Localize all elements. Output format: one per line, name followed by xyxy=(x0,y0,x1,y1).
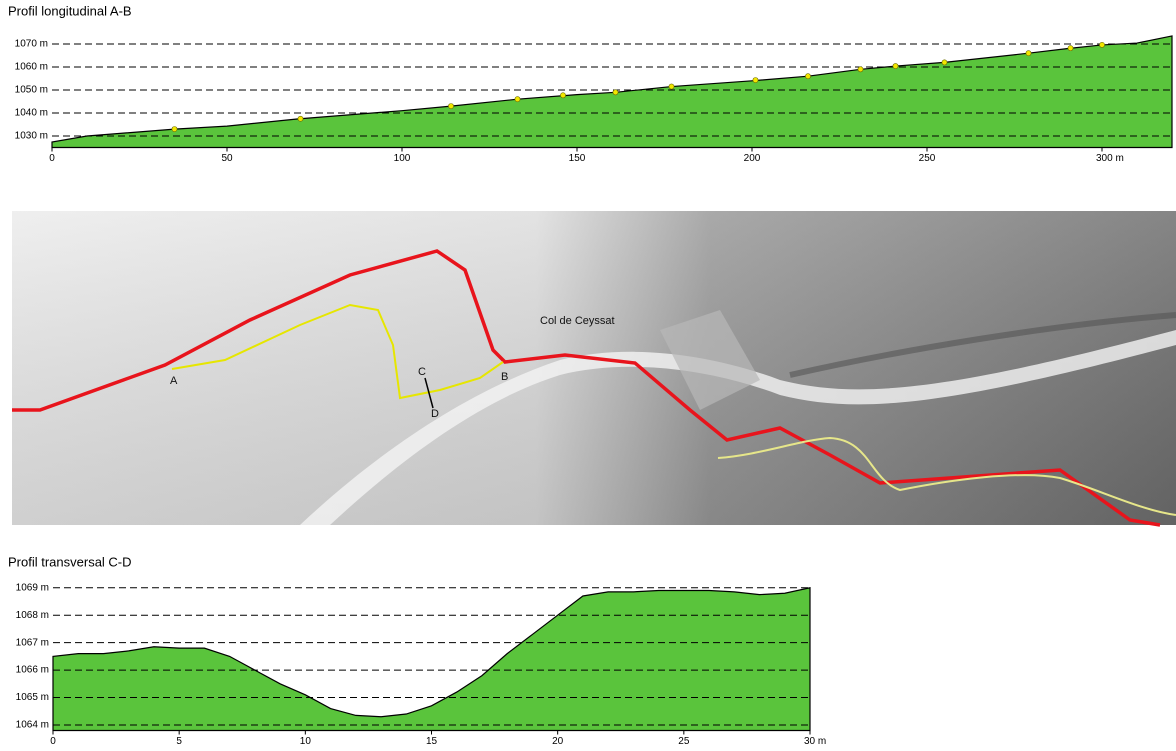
y-tick-label: 1030 m xyxy=(15,131,48,142)
y-tick-label: 1066 m xyxy=(16,665,49,676)
x-tick-label: 5 xyxy=(176,736,182,747)
y-tick-label: 1060 m xyxy=(15,62,48,73)
chart-title: Profil transversal C-D xyxy=(8,554,132,569)
marker-point xyxy=(448,103,454,109)
y-tick-label: 1050 m xyxy=(15,85,48,96)
y-tick-label: 1069 m xyxy=(16,582,49,593)
chart-title: Profil longitudinal A-B xyxy=(8,3,132,18)
x-tick-label: 200 xyxy=(744,153,761,164)
marker-point xyxy=(857,66,864,73)
x-tick-label: 0 xyxy=(49,153,55,164)
x-tick-label: 15 xyxy=(426,736,438,747)
x-tick-label: 300 m xyxy=(1096,153,1124,164)
area xyxy=(51,35,1173,149)
y-tick-label: 1064 m xyxy=(16,720,49,731)
area xyxy=(52,587,811,732)
marker-point xyxy=(514,96,521,103)
map: Col de Ceyssat A B C D xyxy=(12,211,1176,527)
x-tick-label: 100 xyxy=(394,153,411,164)
yellow-track-east xyxy=(717,436,1176,516)
x-tick-label: 250 xyxy=(919,153,936,164)
marker-point xyxy=(1067,45,1074,52)
point-label: D xyxy=(431,408,439,420)
x-tick-label: 20 xyxy=(552,736,564,747)
marker-point xyxy=(941,59,948,66)
marker-point xyxy=(892,63,899,69)
section-line xyxy=(424,377,434,409)
quarry xyxy=(660,310,760,410)
road xyxy=(300,330,1176,525)
red-route xyxy=(12,249,1161,527)
y-tick-label: 1068 m xyxy=(16,610,49,621)
y-tick-label: 1040 m xyxy=(15,108,48,119)
marker-point xyxy=(560,92,566,99)
place-label: Col de Ceyssat xyxy=(540,315,615,327)
marker-point xyxy=(668,83,675,90)
marker-point xyxy=(612,89,619,96)
point-label: B xyxy=(501,371,508,383)
y-tick-label: 1070 m xyxy=(15,39,48,50)
x-tick-label: 50 xyxy=(221,153,233,164)
x-tick-label: 25 xyxy=(678,736,690,747)
x-tick-label: 0 xyxy=(50,736,56,747)
marker-point xyxy=(1025,50,1032,57)
point-label: A xyxy=(170,375,178,387)
x-tick-label: 10 xyxy=(300,736,312,747)
marker-point xyxy=(752,77,759,84)
y-tick-label: 1067 m xyxy=(16,637,49,648)
point-label: C xyxy=(418,366,426,378)
road-east xyxy=(789,312,1176,378)
marker-point xyxy=(805,73,811,80)
marker-point xyxy=(1099,42,1105,48)
yellow-track xyxy=(171,303,504,400)
marker-point xyxy=(297,115,304,122)
marker-point xyxy=(171,126,178,133)
x-tick-label: 30 m xyxy=(804,736,826,747)
y-tick-label: 1065 m xyxy=(16,692,49,703)
x-tick-label: 150 xyxy=(569,153,586,164)
